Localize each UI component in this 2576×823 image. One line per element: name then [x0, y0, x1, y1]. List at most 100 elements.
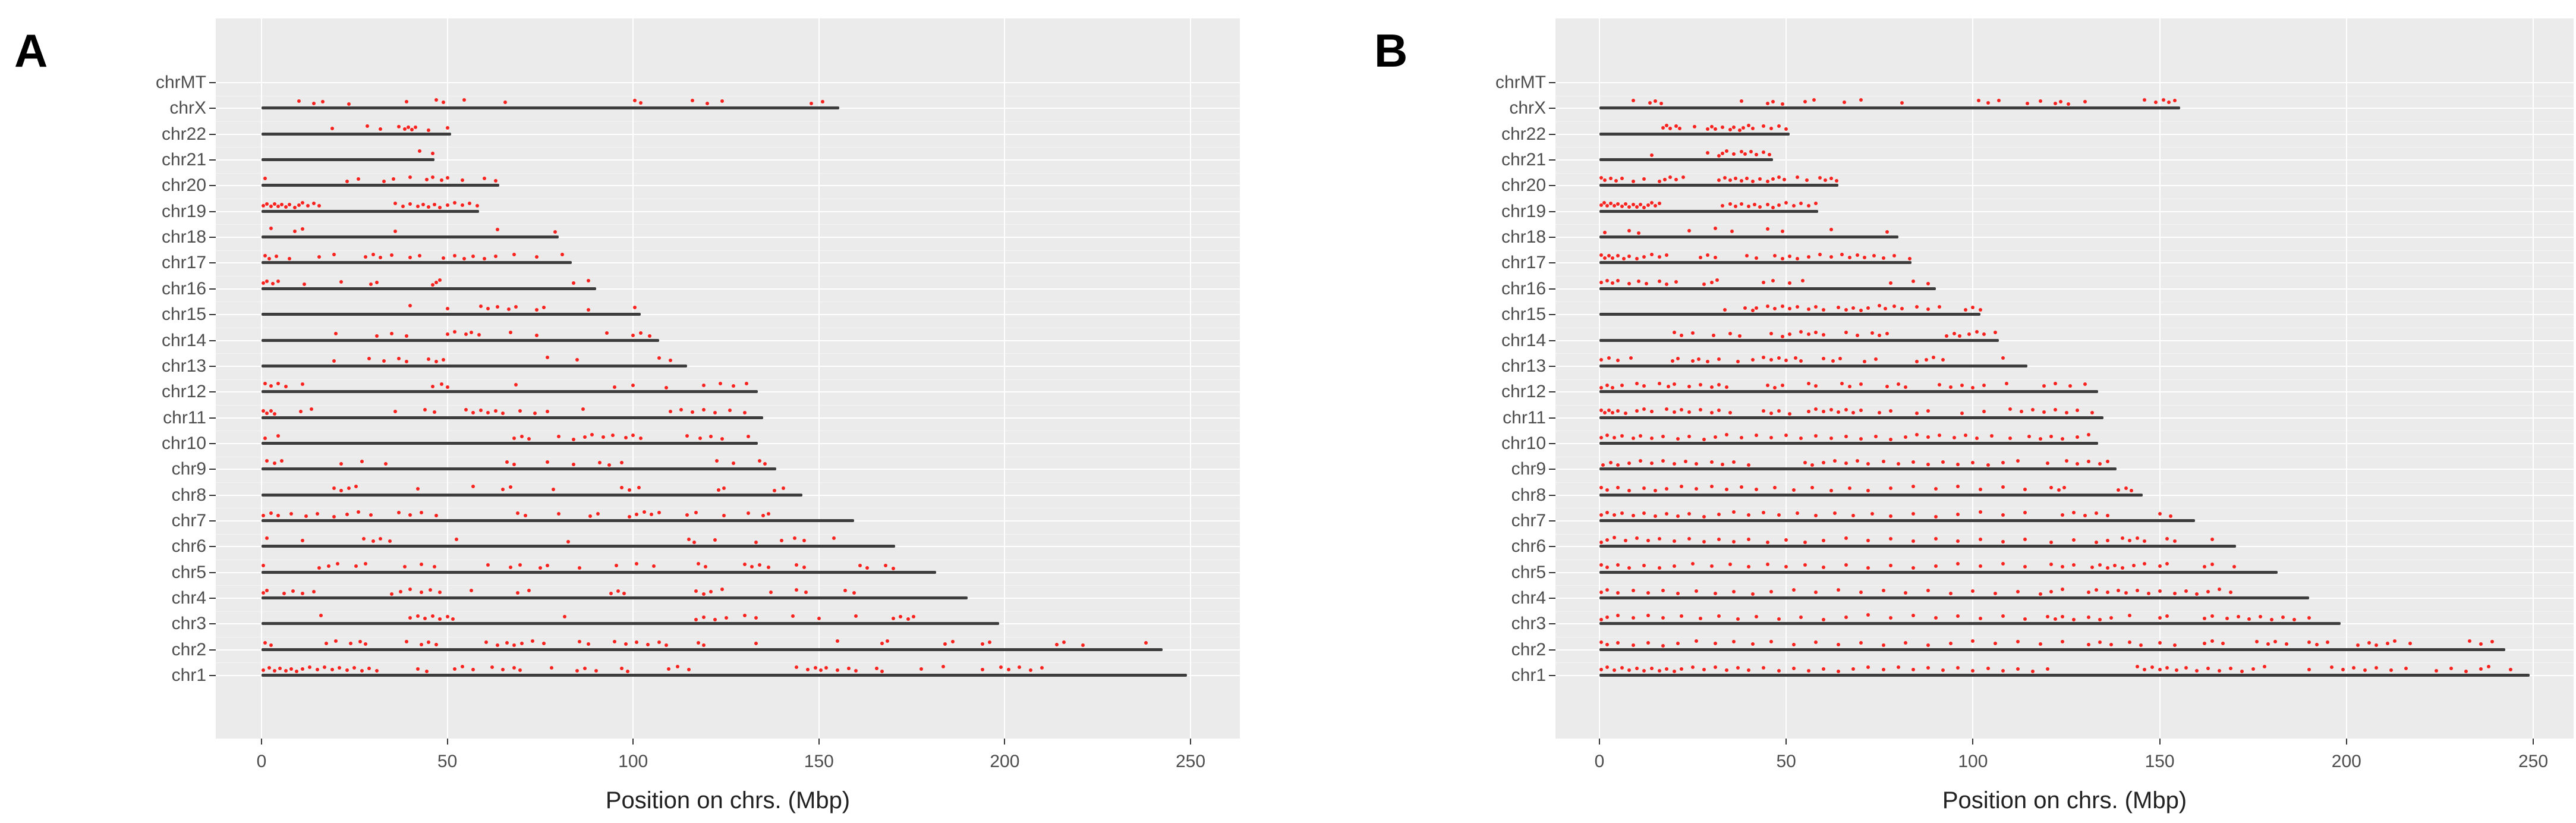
y-axis-tick [209, 340, 216, 341]
data-point [638, 436, 643, 440]
data-point [1866, 489, 1870, 493]
data-point [747, 511, 750, 515]
y-minor-gridline [1555, 533, 2574, 535]
chromosome-segment [262, 674, 1187, 677]
data-point [300, 201, 304, 205]
y-tick-label: chr2 [1511, 639, 1546, 659]
chromosome-segment [262, 261, 572, 265]
data-point [2124, 590, 2128, 595]
y-major-gridline [1555, 288, 2574, 290]
data-point [464, 408, 468, 412]
data-point [1627, 228, 1632, 233]
data-point [1607, 253, 1611, 257]
data-point [2490, 640, 2494, 643]
y-tick-label: chr20 [161, 175, 206, 196]
data-point [1717, 614, 1721, 618]
data-point [1642, 407, 1646, 411]
data-point [2509, 667, 2513, 671]
y-tick-label: chr22 [1501, 124, 1546, 144]
data-point [414, 125, 418, 130]
data-point [1762, 124, 1766, 128]
data-point [1889, 615, 1893, 620]
y-minor-gridline [216, 482, 1240, 483]
data-point [2165, 537, 2169, 541]
x-major-gridline [632, 18, 634, 739]
data-point [1777, 175, 1781, 179]
y-axis-tick [209, 237, 216, 238]
data-point [404, 100, 408, 104]
y-tick-label: chr20 [1501, 175, 1546, 196]
data-point [880, 669, 884, 673]
data-point [410, 127, 414, 131]
data-point [1978, 510, 1982, 514]
data-point [1791, 588, 1796, 592]
data-point [666, 667, 670, 671]
data-point [2158, 616, 2162, 620]
data-point [1649, 201, 1654, 205]
data-point [1613, 536, 1617, 540]
data-point [2087, 433, 2091, 436]
y-major-gridline [216, 133, 1240, 135]
data-point [1717, 409, 1721, 413]
data-point [445, 125, 449, 130]
data-point [1081, 643, 1085, 647]
data-point [493, 178, 497, 183]
data-point [2281, 615, 2285, 619]
chromosome-segment [262, 132, 451, 136]
data-point [408, 304, 412, 308]
data-point [1736, 665, 1740, 670]
data-point [2042, 384, 2046, 388]
data-point [2053, 382, 2057, 386]
data-point [534, 333, 538, 337]
data-point [1680, 407, 1684, 412]
y-tick-label: chr3 [1511, 614, 1546, 634]
data-point [638, 101, 643, 105]
data-point [1717, 513, 1721, 517]
data-point [1762, 666, 1766, 670]
data-point [1767, 153, 1771, 157]
x-major-gridline [2345, 18, 2347, 739]
data-point [265, 589, 269, 593]
data-point [1676, 514, 1680, 519]
y-axis-tick [1549, 494, 1555, 496]
data-point [438, 205, 442, 209]
data-point [1777, 513, 1781, 517]
data-point [1765, 304, 1769, 308]
data-point [367, 666, 371, 670]
data-point [623, 436, 628, 439]
y-major-gridline [1555, 82, 2574, 83]
data-point [518, 563, 522, 567]
data-point [360, 668, 364, 673]
data-point [1976, 98, 1980, 102]
data-point [1829, 407, 1833, 412]
data-point [1974, 330, 1979, 334]
data-point [631, 434, 635, 438]
data-point [1702, 437, 1706, 441]
y-minor-gridline [1555, 379, 2574, 380]
data-point [2329, 665, 2333, 669]
data-point [2076, 435, 2080, 439]
data-point [427, 128, 431, 132]
data-point [374, 669, 379, 673]
data-point [269, 204, 273, 208]
data-point [714, 458, 719, 463]
data-point [1627, 488, 1632, 492]
data-point [1806, 307, 1810, 312]
data-point [361, 536, 366, 541]
data-point [1859, 382, 1863, 386]
data-point [1844, 563, 1848, 567]
data-point [1649, 252, 1654, 256]
data-point [1765, 563, 1769, 567]
y-tick-label: chr9 [1511, 459, 1546, 479]
data-point [1623, 538, 1627, 542]
data-point [692, 540, 697, 544]
data-point [1796, 257, 1800, 261]
data-point [1724, 433, 1728, 437]
data-point [1613, 436, 1617, 440]
chromosome-segment [1599, 261, 1911, 265]
data-point [302, 282, 306, 286]
data-point [1709, 410, 1714, 414]
data-point [434, 281, 438, 285]
data-point [263, 641, 267, 645]
data-point [291, 589, 295, 593]
